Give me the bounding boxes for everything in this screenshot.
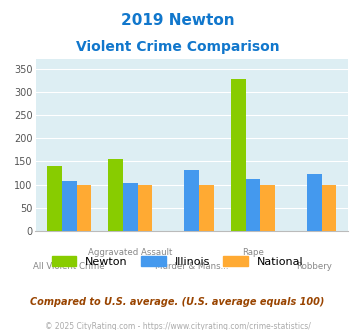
Bar	[231, 79, 246, 231]
Text: 2019 Newton: 2019 Newton	[121, 13, 234, 28]
Bar	[260, 184, 275, 231]
Text: Aggravated Assault: Aggravated Assault	[88, 248, 173, 257]
Bar	[138, 184, 153, 231]
Bar	[62, 182, 77, 231]
Text: Murder & Mans...: Murder & Mans...	[155, 262, 229, 271]
Bar	[77, 184, 91, 231]
Text: Robbery: Robbery	[296, 262, 332, 271]
Bar	[184, 170, 199, 231]
Bar	[108, 159, 123, 231]
Text: Compared to U.S. average. (U.S. average equals 100): Compared to U.S. average. (U.S. average …	[30, 297, 325, 307]
Text: © 2025 CityRating.com - https://www.cityrating.com/crime-statistics/: © 2025 CityRating.com - https://www.city…	[45, 322, 310, 330]
Text: Rape: Rape	[242, 248, 264, 257]
Legend: Newton, Illinois, National: Newton, Illinois, National	[52, 255, 303, 267]
Text: Violent Crime Comparison: Violent Crime Comparison	[76, 40, 279, 53]
Bar	[307, 175, 322, 231]
Bar	[199, 184, 214, 231]
Bar	[246, 179, 260, 231]
Bar	[322, 184, 336, 231]
Bar	[47, 166, 62, 231]
Text: All Violent Crime: All Violent Crime	[33, 262, 105, 271]
Bar	[123, 183, 138, 231]
